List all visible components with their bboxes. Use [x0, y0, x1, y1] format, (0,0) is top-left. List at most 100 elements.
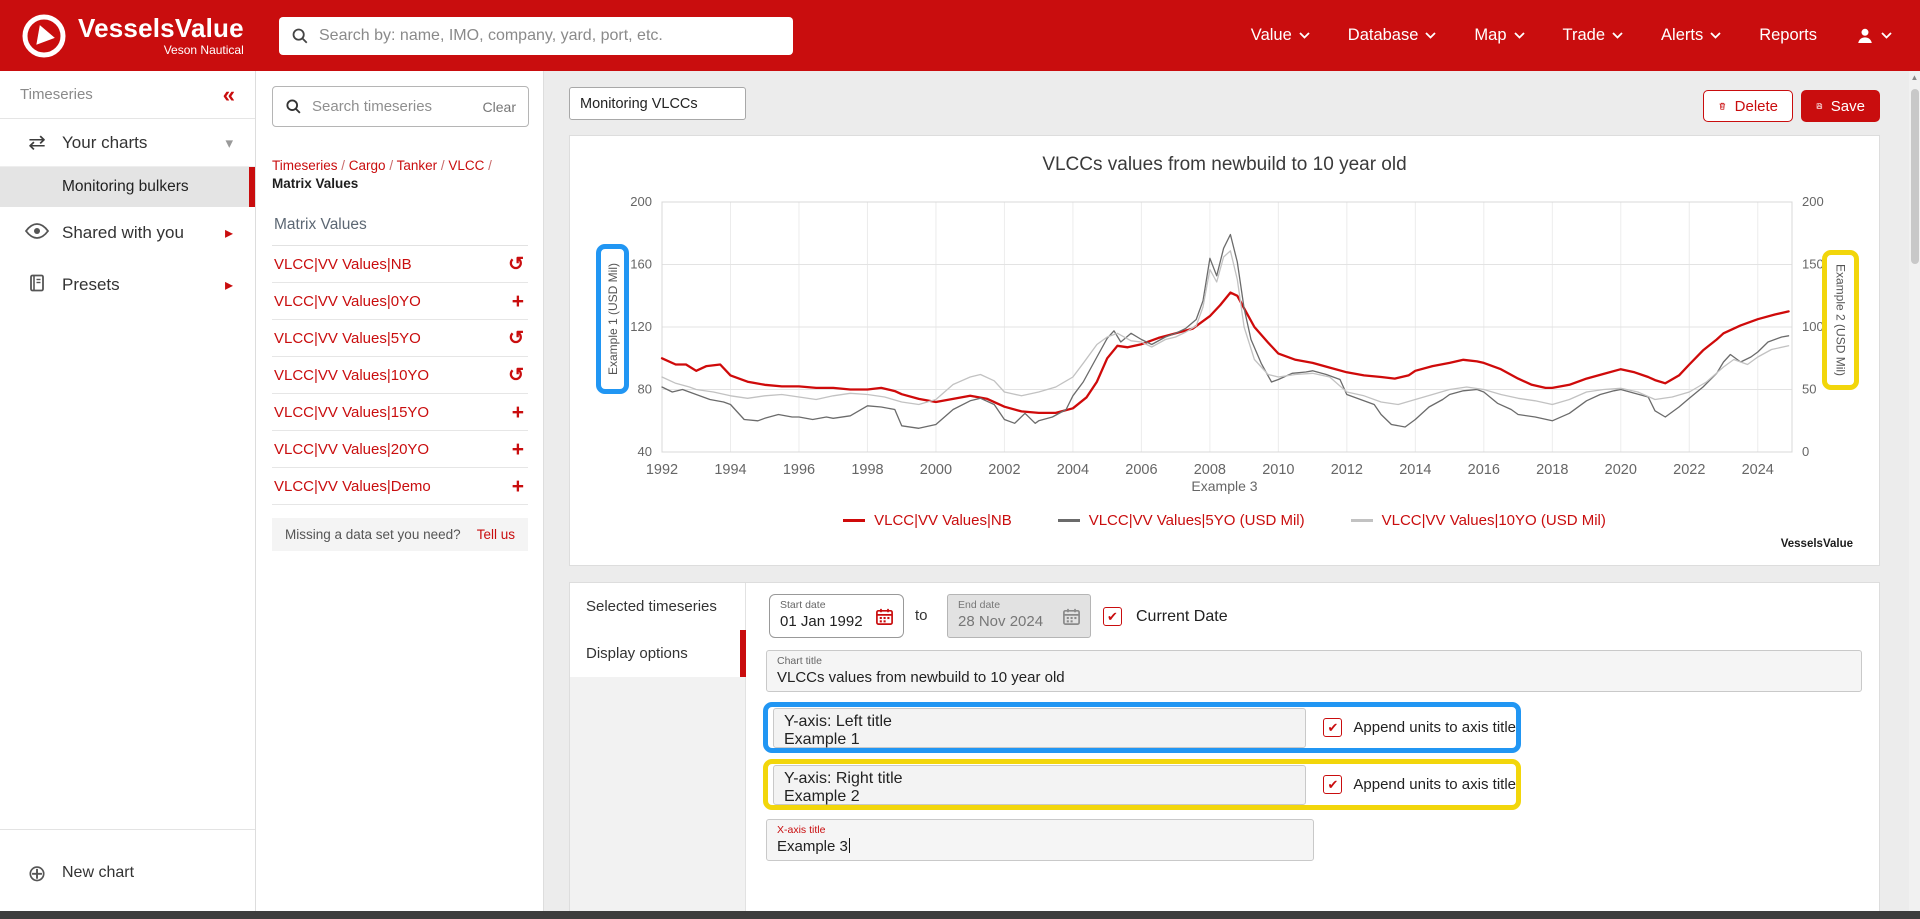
timeseries-item[interactable]: VLCC|VV Values|0YO + [272, 283, 528, 321]
svg-text:2016: 2016 [1468, 462, 1500, 478]
timeseries-item[interactable]: VLCC|VV Values|10YO ↺ [272, 357, 528, 395]
clear-search-button[interactable]: Clear [482, 98, 516, 115]
breadcrumb-link[interactable]: Cargo [348, 158, 386, 173]
breadcrumb-link[interactable]: Tanker [396, 158, 438, 173]
text-cursor [848, 837, 851, 853]
timeseries-group-header: Matrix Values [272, 207, 528, 247]
x-axis-title: Example 3 [1191, 478, 1258, 494]
y-right-axis-title: Example 2 (USD Mil) [1833, 263, 1848, 377]
add-series-icon[interactable]: + [511, 474, 524, 498]
start-date-field[interactable]: Start date 01 Jan 1992 [769, 594, 904, 638]
global-search[interactable] [279, 17, 793, 55]
sidebar-item-shared-with-you[interactable]: Shared with you ▸ [0, 207, 255, 259]
breadcrumb-link[interactable]: Timeseries [272, 158, 338, 173]
append-units-left-checkbox[interactable]: ✔ [1323, 718, 1343, 737]
sidebar-item-monitoring-bulkers[interactable]: Monitoring bulkers [0, 167, 255, 207]
chart-title-field[interactable]: Chart title VLCCs values from newbuild t… [766, 650, 1862, 692]
scroll-up-arrow[interactable]: ▲ [1910, 73, 1919, 82]
scrollbar-thumb[interactable] [1910, 89, 1919, 264]
swap-arrows-icon: ⇄ [28, 131, 46, 154]
timeseries-item[interactable]: VLCC|VV Values|NB ↺ [272, 246, 528, 284]
svg-text:1998: 1998 [851, 462, 883, 478]
chart-title: VLCCs values from newbuild to 10 year ol… [1042, 154, 1407, 175]
delete-button[interactable]: Delete [1703, 90, 1793, 122]
chart-options-panel: Selected timeseries Display options Star… [569, 582, 1880, 912]
breadcrumb-link[interactable]: VLCC [448, 158, 485, 173]
nav-item-trade[interactable]: Trade [1563, 26, 1624, 45]
y-left-title-highlight: Example 1 (USD Mil) [596, 244, 629, 394]
svg-text:1992: 1992 [646, 462, 678, 478]
end-date-field[interactable]: End date 28 Nov 2024 [947, 594, 1091, 638]
legend-swatch [843, 519, 866, 522]
eye-icon [24, 222, 50, 244]
page-scrollbar[interactable]: ▲ [1909, 71, 1920, 911]
chart-name-input[interactable] [569, 87, 746, 120]
nav-item-map[interactable]: Map [1474, 26, 1525, 45]
append-units-right-checkbox[interactable]: ✔ [1323, 775, 1343, 794]
collapse-sidebar-icon[interactable]: « [222, 81, 235, 107]
chevron-right-icon: ▸ [224, 277, 233, 294]
current-date-checkbox[interactable]: ✔ [1103, 607, 1122, 626]
vesselsvalue-logo[interactable]: VesselsValue Veson Nautical [22, 14, 244, 58]
nav-item-database[interactable]: Database [1348, 26, 1437, 45]
legend-item[interactable]: VLCC|VV Values|5YO (USD Mil) [1057, 512, 1305, 529]
current-date-label: Current Date [1136, 607, 1228, 625]
top-navbar: VesselsValue Veson Nautical Value Databas… [0, 0, 1920, 71]
restore-series-icon[interactable]: ↺ [508, 327, 524, 349]
user-menu[interactable] [1855, 26, 1892, 46]
logo-title: VesselsValue [78, 13, 244, 43]
book-icon [24, 273, 50, 298]
timeseries-search[interactable]: Clear [272, 86, 529, 127]
legend-item[interactable]: VLCC|VV Values|NB [843, 512, 1012, 529]
chevron-right-icon: ▸ [224, 225, 233, 242]
chevron-down-icon [1612, 32, 1623, 39]
active-tab-indicator [740, 630, 746, 677]
nav-item-value[interactable]: Value [1251, 26, 1310, 45]
nav-item-reports[interactable]: Reports [1759, 26, 1817, 44]
user-icon [1858, 28, 1872, 43]
add-series-icon[interactable]: + [511, 437, 524, 461]
svg-text:2002: 2002 [988, 462, 1020, 478]
sidebar-item-presets[interactable]: Presets ▸ [0, 259, 255, 311]
tell-us-link[interactable]: Tell us [476, 527, 515, 543]
timeseries-item[interactable]: VLCC|VV Values|15YO + [272, 394, 528, 432]
timeseries-item[interactable]: VLCC|VV Values|Demo + [272, 468, 528, 506]
calendar-icon[interactable] [875, 607, 894, 631]
sidebar-item-your-charts[interactable]: ⇄ Your charts ▾ [0, 119, 255, 167]
nav-item-alerts[interactable]: Alerts [1661, 26, 1721, 45]
save-button[interactable]: Save [1801, 90, 1880, 122]
global-search-input[interactable] [319, 27, 781, 45]
y-right-title-highlight-row: Y-axis: Right title Example 2 ✔ Append u… [763, 759, 1521, 810]
timeseries-item[interactable]: VLCC|VV Values|5YO ↺ [272, 320, 528, 358]
svg-text:1994: 1994 [714, 462, 746, 478]
timeseries-search-input[interactable] [312, 98, 483, 115]
timeseries-item[interactable]: VLCC|VV Values|20YO + [272, 431, 528, 469]
svg-text:150: 150 [1802, 257, 1824, 272]
y-right-title-field[interactable]: Y-axis: Right title Example 2 [773, 764, 1307, 805]
svg-text:50: 50 [1802, 382, 1816, 397]
svg-text:2014: 2014 [1399, 462, 1431, 478]
watermark: VesselsValue [1780, 538, 1853, 550]
chevron-down-icon: ▾ [225, 134, 233, 152]
sidebar-divider [0, 829, 255, 830]
svg-text:2000: 2000 [920, 462, 952, 478]
svg-text:2024: 2024 [1742, 462, 1774, 478]
new-chart-button[interactable]: ⊕ New chart [0, 847, 255, 899]
svg-text:200: 200 [1802, 194, 1824, 209]
add-series-icon[interactable]: + [511, 400, 524, 424]
restore-series-icon[interactable]: ↺ [508, 364, 524, 386]
tab-display-options[interactable]: Display options [570, 630, 746, 677]
x-axis-title-field[interactable]: X-axis title Example 3 [766, 819, 1314, 861]
chevron-down-icon [1710, 32, 1721, 39]
trash-icon [1719, 102, 1726, 110]
svg-text:2018: 2018 [1536, 462, 1568, 478]
add-series-icon[interactable]: + [511, 289, 524, 313]
restore-series-icon[interactable]: ↺ [508, 253, 524, 275]
legend-item[interactable]: VLCC|VV Values|10YO (USD Mil) [1350, 512, 1606, 529]
y-left-title-field[interactable]: Y-axis: Left title Example 1 [773, 707, 1307, 748]
tab-selected-timeseries[interactable]: Selected timeseries [570, 583, 745, 630]
sidebar-title: Timeseries [20, 86, 93, 103]
calendar-icon [1062, 607, 1081, 631]
svg-text:40: 40 [638, 444, 652, 459]
